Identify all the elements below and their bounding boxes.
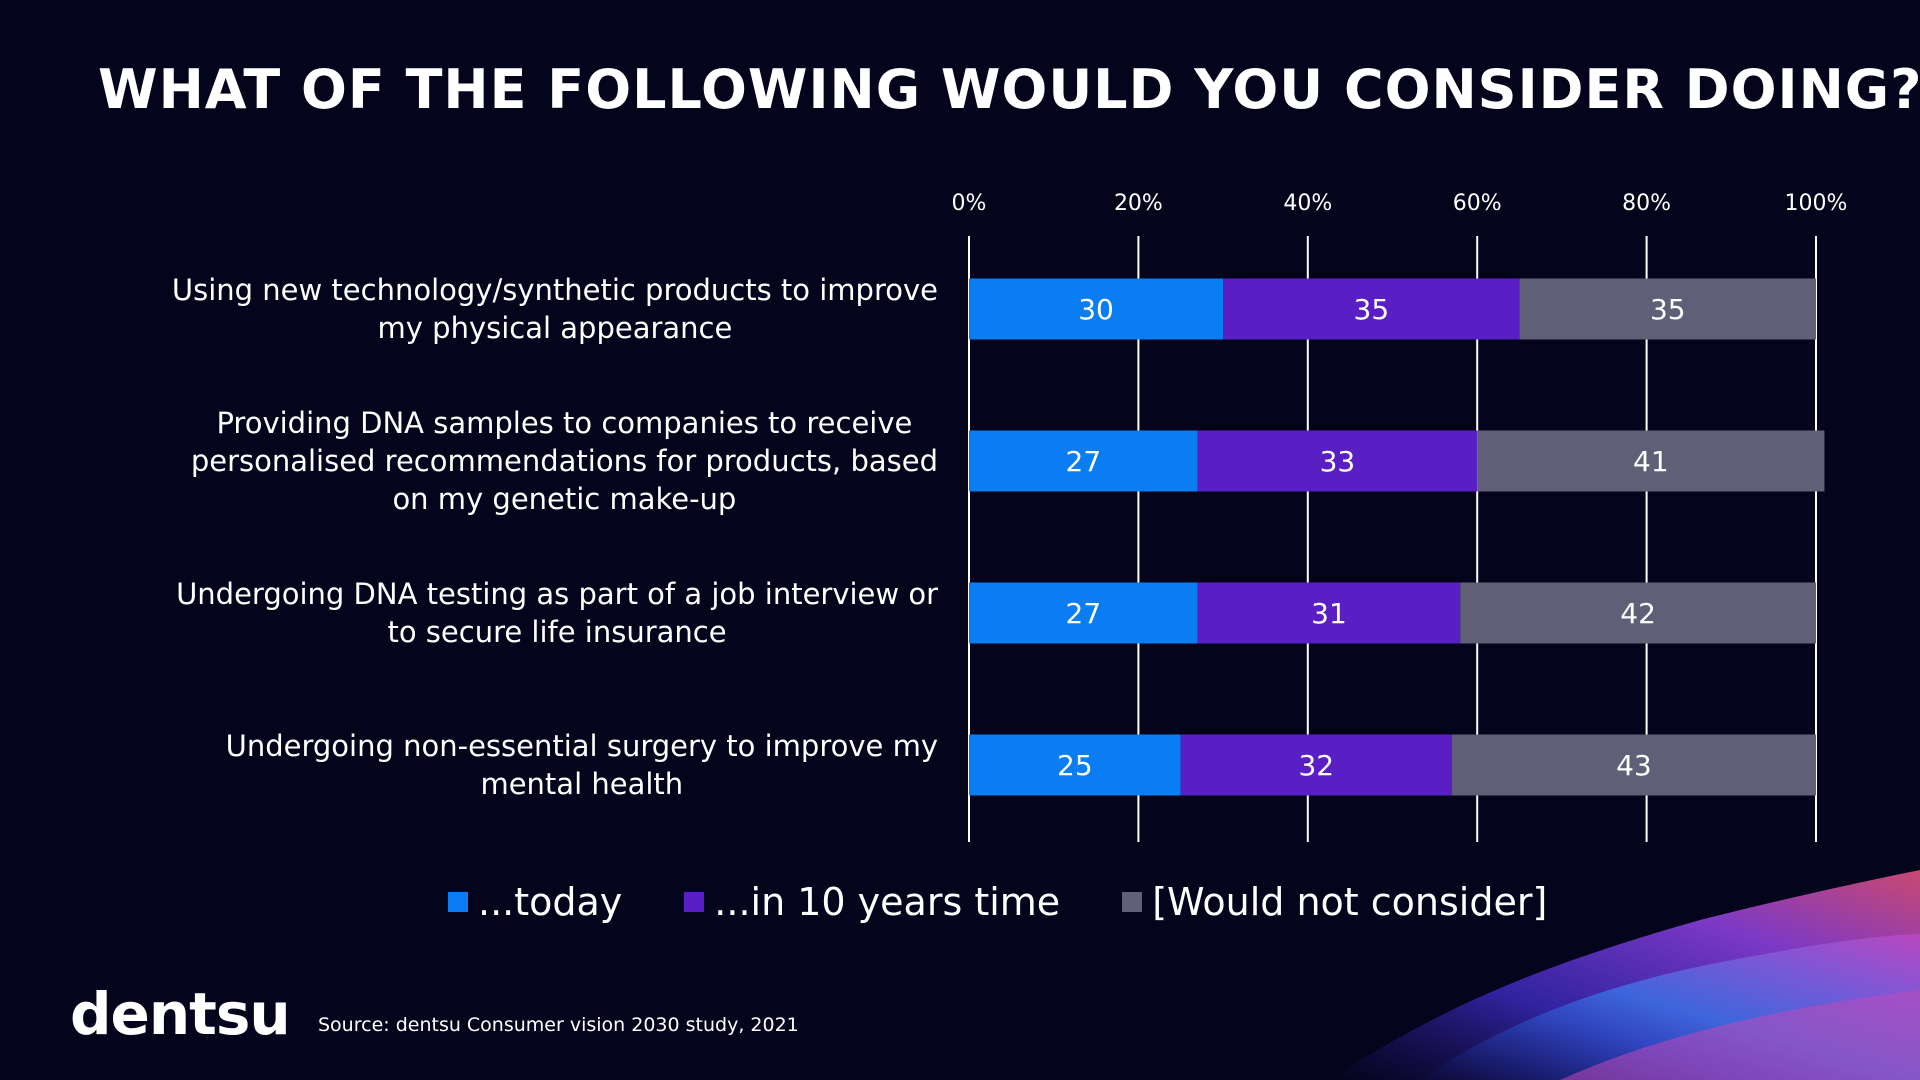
category-label: mental health [480,767,683,801]
data-label: 27 [1066,445,1102,478]
x-tick-label: 80% [1622,191,1671,216]
category-label: personalised recommendations for product… [191,444,938,478]
bar-segment [1180,734,1452,796]
slide-title: WHAT OF THE FOLLOWING WOULD YOU CONSIDER… [98,58,1920,121]
category-label: Undergoing non-essential surgery to impr… [226,729,938,763]
chart-legend: ...today ...in 10 years time [Would not … [448,880,1609,924]
x-tick-label: 40% [1283,191,1332,216]
bar-segment [1197,430,1478,492]
x-tick-label: 60% [1453,191,1502,216]
bar-segment [1451,734,1816,796]
legend-swatch-in-10-years [684,892,705,912]
category-label: Providing DNA samples to companies to re… [216,406,912,440]
legend-label-today: ...today [478,880,623,924]
source-note: Source: dentsu Consumer vision 2030 stud… [318,1014,799,1036]
bar-segment [1460,582,1816,644]
legend-swatch-today [448,892,468,912]
bar-segment [969,278,1224,340]
data-label: 27 [1066,597,1102,630]
category-label: on my genetic make-up [392,482,736,516]
x-tick-label: 20% [1114,191,1163,216]
data-label: 25 [1057,749,1093,782]
category-label: my physical appearance [378,311,733,345]
bar-segment [969,734,1181,796]
category-label: Using new technology/synthetic products … [172,273,938,307]
data-label: 32 [1298,749,1334,782]
data-label: 31 [1311,597,1347,630]
bar-segment [969,430,1198,492]
data-label: 41 [1633,445,1669,478]
bar-segment [1477,430,1825,492]
data-label: 35 [1354,293,1390,326]
category-label: Undergoing DNA testing as part of a job … [176,577,938,611]
category-label: to secure life insurance [387,615,726,649]
legend-label-would-not-consider: [Would not consider] [1152,880,1548,924]
bar-segment [1223,278,1520,340]
data-label: 35 [1650,293,1686,326]
legend-item-today: ...today [448,880,622,924]
data-label: 30 [1078,293,1114,326]
x-tick-label: 0% [952,191,987,216]
data-label: 33 [1320,445,1356,478]
bar-segment [969,582,1198,644]
x-tick-label: 100% [1785,191,1848,216]
dentsu-logo: dentsu [70,980,291,1048]
legend-item-would-not-consider: [Would not consider] [1122,880,1547,924]
bar-segment [1197,582,1461,644]
data-label: 43 [1616,749,1652,782]
legend-swatch-would-not-consider [1122,892,1143,912]
data-label: 42 [1620,597,1656,630]
legend-item-in-10-years: ...in 10 years time [684,880,1060,924]
bar-segment [1519,278,1816,340]
legend-label-in-10-years: ...in 10 years time [714,880,1061,924]
